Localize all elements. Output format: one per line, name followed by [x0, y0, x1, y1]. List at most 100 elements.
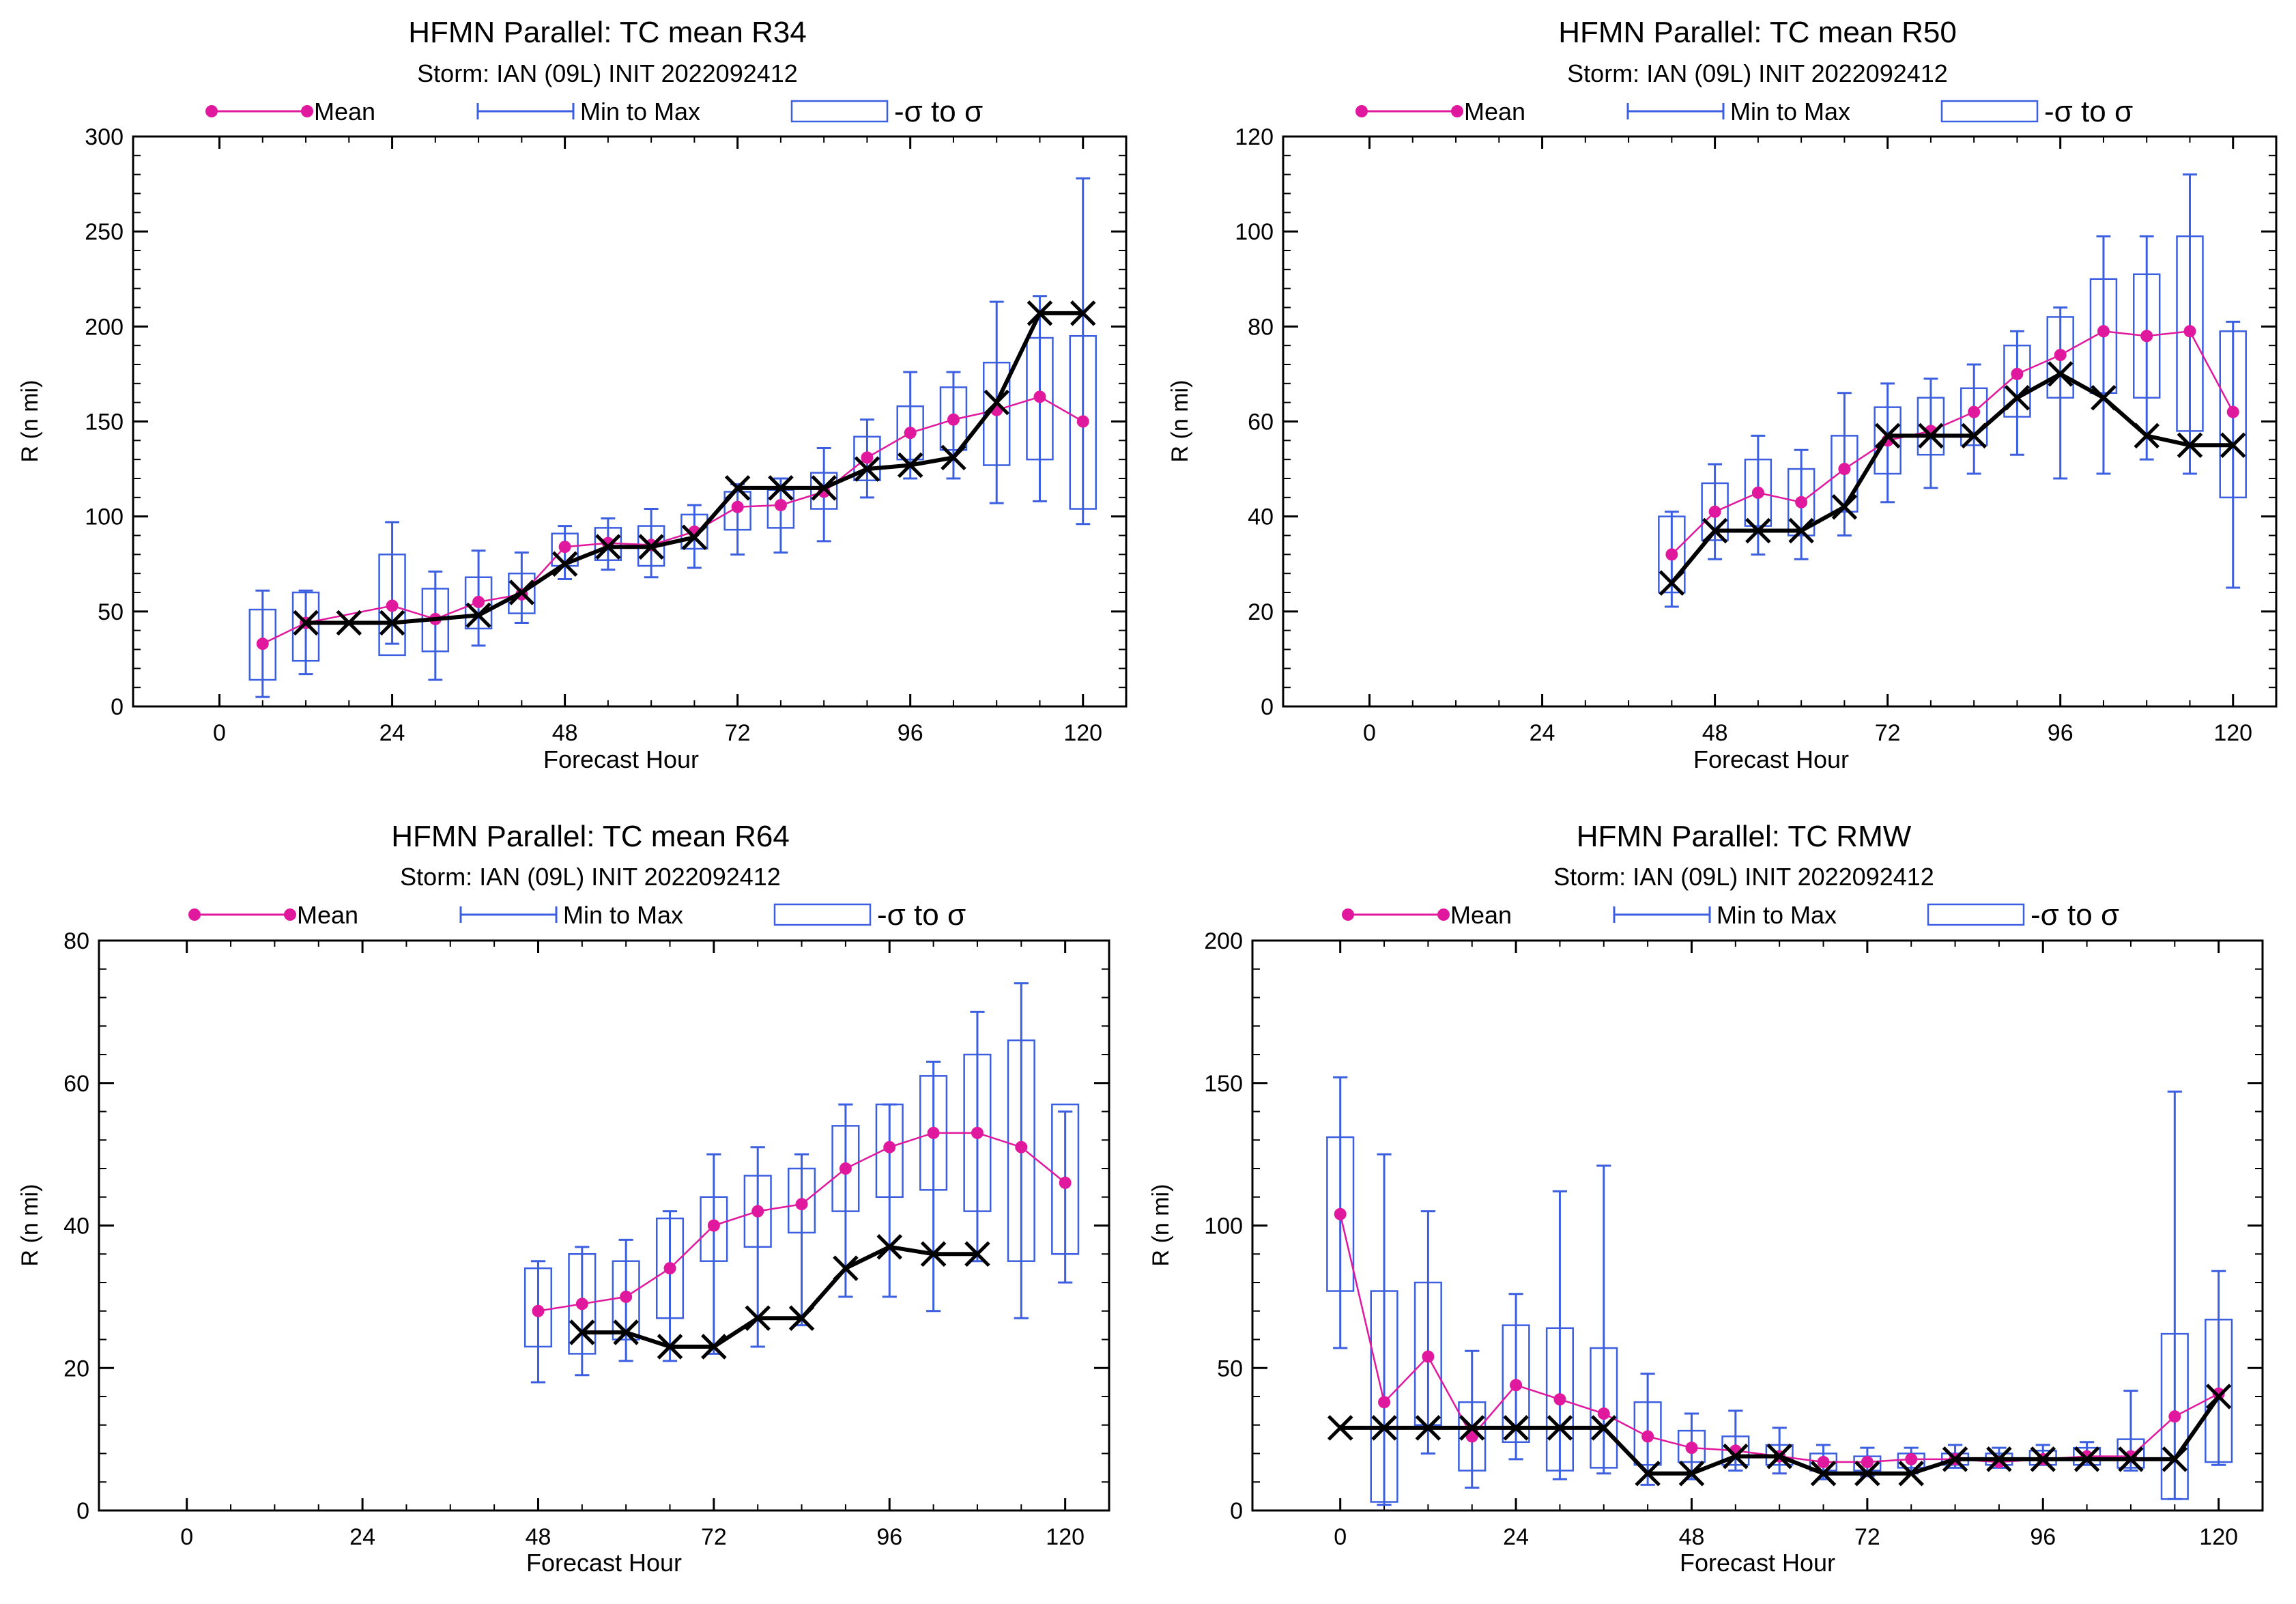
observed-x-marker	[2047, 361, 2073, 387]
observed-x-marker	[1659, 570, 1685, 596]
observed-x-marker	[1070, 300, 1096, 326]
chart-marks	[523, 982, 1080, 1384]
legend-mean-dot	[1437, 908, 1450, 921]
observed-x-marker	[701, 1334, 727, 1360]
mean-point	[386, 599, 399, 612]
y-tick-label: 0	[1230, 1498, 1243, 1524]
observed-x-marker	[1961, 423, 1987, 449]
y-tick-label: 100	[1235, 219, 1274, 245]
y-tick-label: 20	[1248, 599, 1274, 625]
observed-x-marker	[1918, 423, 1944, 449]
observed-x-marker	[508, 579, 535, 605]
chart-marks	[1658, 173, 2247, 608]
observed-x-marker	[1898, 1460, 1924, 1487]
sigma-box	[1326, 1136, 1355, 1292]
observed-x-marker	[984, 389, 1009, 416]
panel-rmw: HFMN Parallel: TC RMW Storm: IAN (09L) I…	[1148, 820, 2264, 1577]
x-tick-label: 0	[180, 1524, 193, 1550]
observed-x-marker	[964, 1241, 990, 1268]
chart-title: HFMN Parallel: TC mean R64	[391, 820, 790, 853]
sigma-box	[1026, 336, 1054, 461]
y-tick-label: 50	[1217, 1356, 1243, 1381]
sigma-box	[1051, 1103, 1080, 1255]
observed-x-marker	[613, 1319, 639, 1345]
sigma-box	[2089, 278, 2118, 394]
sigma-box	[831, 1125, 860, 1212]
y-tick-label: 20	[63, 1356, 89, 1381]
mean-point	[774, 498, 787, 511]
mean-point	[1059, 1176, 1072, 1189]
x-tick-label: 0	[1334, 1524, 1347, 1550]
sigma-box	[2132, 273, 2161, 399]
legend-range-label: Min to Max	[1730, 98, 1850, 126]
observed-x-marker	[2134, 423, 2159, 449]
observed-x-marker	[833, 1255, 859, 1281]
y-axis-label: R (n mi)	[17, 380, 43, 463]
y-tick-label: 50	[98, 599, 124, 625]
legend-sigma-swatch	[790, 100, 889, 123]
observed-x-marker	[1702, 517, 1728, 544]
mean-point	[256, 638, 269, 650]
legend-mean-dot	[1451, 105, 1463, 117]
mean-point	[1510, 1379, 1523, 1392]
x-tick-label: 96	[2030, 1524, 2056, 1550]
sigma-box	[700, 1196, 728, 1262]
x-tick-label: 24	[349, 1524, 375, 1550]
x-tick-label: 72	[1854, 1524, 1880, 1550]
mean-point	[1422, 1350, 1435, 1363]
legend-mean-label: Mean	[314, 98, 375, 126]
mean-point	[861, 451, 874, 464]
mean-point	[1905, 1452, 1918, 1465]
mean-point	[1817, 1456, 1830, 1469]
observed-x-marker	[854, 456, 880, 482]
observed-x-marker	[1723, 1443, 1749, 1470]
mean-point	[751, 1205, 764, 1218]
legend: Mean Min to Max -σ to σ	[205, 95, 983, 128]
legend: Mean Min to Max -σ to σ	[188, 898, 966, 932]
mean-point	[2168, 1410, 2181, 1423]
observed-x-marker	[681, 524, 708, 551]
observed-x-marker	[1635, 1460, 1661, 1487]
mean-point	[1378, 1396, 1391, 1409]
observed-x-marker	[1788, 517, 1814, 544]
observed-x-marker	[768, 475, 794, 501]
mean-point	[1015, 1141, 1028, 1154]
y-tick-label: 80	[1248, 314, 1274, 340]
y-tick-label: 200	[85, 314, 124, 340]
sigma-box	[809, 472, 838, 510]
observed-x-marker	[2162, 1446, 2188, 1472]
observed-x-marker	[1986, 1446, 2012, 1472]
mean-point	[707, 1219, 720, 1232]
sigma-box	[568, 1253, 597, 1355]
mean-point	[1334, 1207, 1347, 1220]
sigma-box	[1787, 468, 1816, 536]
mean-point	[2097, 325, 2110, 338]
y-axis-label: R (n mi)	[1167, 380, 1193, 463]
sigma-box	[2116, 1438, 2145, 1469]
observed-x-marker	[2205, 1384, 2232, 1409]
mean-point	[971, 1126, 984, 1139]
chart-marks	[1326, 1076, 2233, 1506]
sigma-box	[2205, 1319, 2233, 1463]
y-tick-label: 40	[63, 1214, 89, 1240]
y-tick-label: 0	[111, 694, 124, 720]
y-axis-label: R (n mi)	[1148, 1184, 1174, 1267]
mean-point	[904, 427, 917, 440]
mean-point	[883, 1141, 896, 1154]
mean-point	[472, 595, 485, 608]
sigma-box	[612, 1260, 640, 1341]
x-axis-label: Forecast Hour	[1680, 1549, 1835, 1577]
plot-frame	[132, 135, 1128, 708]
observed-x-marker	[293, 610, 319, 636]
sigma-box	[2176, 235, 2204, 432]
y-tick-label: 60	[63, 1071, 89, 1097]
sigma-box	[939, 386, 968, 451]
x-tick-label: 72	[725, 720, 751, 746]
sigma-box	[248, 608, 277, 681]
observed-line	[1670, 371, 2233, 584]
sigma-box	[1874, 406, 1902, 475]
observed-x-marker	[336, 610, 362, 636]
observed-x-marker	[745, 1305, 771, 1331]
observed-x-marker	[724, 475, 751, 501]
mean-point	[1685, 1442, 1698, 1455]
